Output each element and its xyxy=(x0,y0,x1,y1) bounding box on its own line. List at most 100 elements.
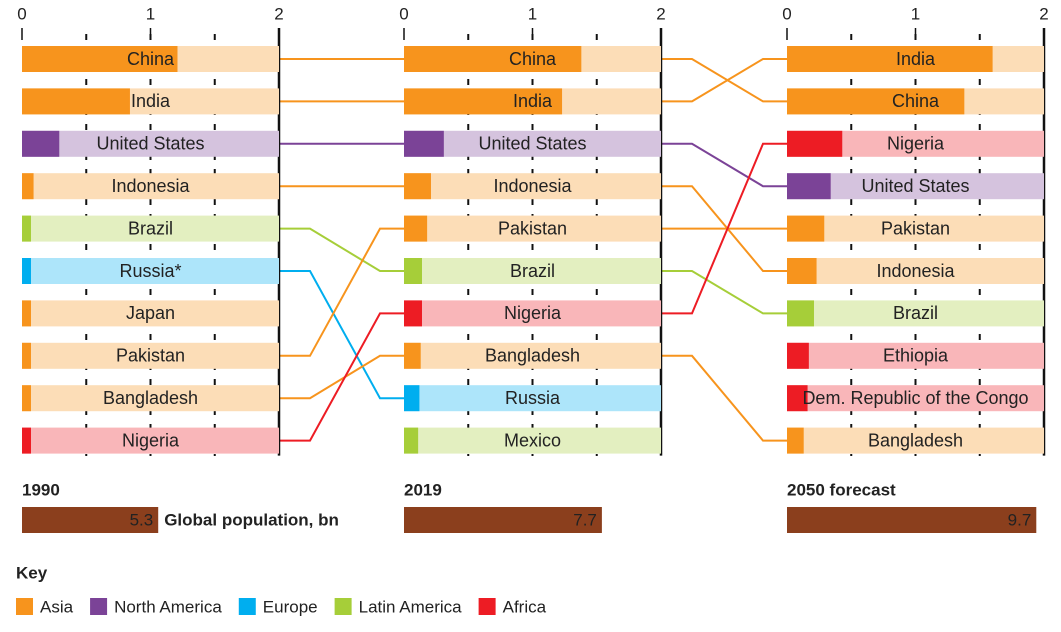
global-population-bar xyxy=(404,507,602,533)
bar-label: Japan xyxy=(126,303,175,323)
bar xyxy=(787,385,808,412)
bar-label: China xyxy=(892,91,940,111)
legend-swatch xyxy=(334,598,352,615)
bar-label: Nigeria xyxy=(887,134,945,154)
bar-label: Bangladesh xyxy=(103,388,198,408)
legend-label: Africa xyxy=(503,597,547,616)
bar xyxy=(22,173,34,200)
bar xyxy=(787,88,965,115)
x-tick-label: 2 xyxy=(274,4,283,23)
bar-track xyxy=(404,173,661,200)
panel-title: 2019 xyxy=(404,480,442,499)
bar-track xyxy=(404,258,661,284)
bar xyxy=(22,215,31,242)
bar-track xyxy=(404,215,661,242)
bar-label: Indonesia xyxy=(111,176,190,196)
x-tick-label: 0 xyxy=(782,4,791,23)
x-tick-label: 2 xyxy=(656,4,665,23)
bar-label: Pakistan xyxy=(116,346,185,366)
bar-label: Nigeria xyxy=(122,430,180,450)
bar xyxy=(787,173,831,200)
bar xyxy=(22,88,130,115)
bar-label: Bangladesh xyxy=(485,346,580,366)
key-title: Key xyxy=(16,563,48,582)
bar xyxy=(404,130,444,157)
bar-track xyxy=(22,173,279,200)
grid xyxy=(85,34,216,456)
rank-link xyxy=(661,142,787,315)
rank-link xyxy=(279,227,404,272)
bar xyxy=(787,46,993,72)
global-population-label: Global population, bn xyxy=(164,510,339,529)
rank-link xyxy=(661,58,787,103)
bar-track xyxy=(787,215,1044,242)
global-population-value: 5.3 xyxy=(130,510,154,529)
bar xyxy=(22,300,31,327)
bar-label: Brazil xyxy=(893,303,938,323)
bar xyxy=(404,173,431,200)
bar xyxy=(787,342,809,369)
bar-track xyxy=(404,130,661,157)
bar xyxy=(787,258,817,284)
bar-label: United States xyxy=(861,176,969,196)
bar xyxy=(22,342,31,369)
bar xyxy=(22,258,31,284)
bar-label: Bangladesh xyxy=(868,430,963,450)
legend-label: Latin America xyxy=(359,597,463,616)
bar-track xyxy=(787,385,1044,412)
legend-label: Asia xyxy=(40,597,74,616)
x-tick-label: 1 xyxy=(911,4,920,23)
bar-label: Pakistan xyxy=(881,218,950,238)
bar-label: Indonesia xyxy=(876,261,955,281)
bar-track xyxy=(22,342,279,369)
bar-label: India xyxy=(513,91,553,111)
bar-track xyxy=(787,300,1044,327)
bar-label: China xyxy=(127,49,175,69)
bar xyxy=(404,88,563,115)
bar-track xyxy=(22,385,279,412)
bar-label: Brazil xyxy=(510,261,555,281)
bar-track xyxy=(22,215,279,242)
bar-track xyxy=(787,342,1044,369)
bar xyxy=(22,427,31,454)
bar-track xyxy=(404,427,661,454)
bar xyxy=(787,130,843,157)
legend-swatch xyxy=(238,598,256,615)
bar-track xyxy=(22,130,279,157)
bar xyxy=(404,427,419,454)
bar xyxy=(22,130,60,157)
bar-track xyxy=(787,427,1044,454)
global-population-bar xyxy=(22,507,159,533)
x-tick-label: 2 xyxy=(1039,4,1048,23)
rank-link xyxy=(661,142,787,188)
bar-track xyxy=(404,300,661,327)
links xyxy=(279,58,787,442)
bar-label: Brazil xyxy=(128,218,173,238)
panel-title: 1990 xyxy=(22,480,60,499)
bar xyxy=(404,342,421,369)
bar xyxy=(404,46,582,72)
rank-link xyxy=(661,270,787,315)
global-population-value: 9.7 xyxy=(1008,510,1032,529)
x-tick-label: 1 xyxy=(146,4,155,23)
bar xyxy=(787,427,804,454)
rank-link xyxy=(661,354,787,442)
bar-label: Russia xyxy=(505,388,561,408)
bar xyxy=(404,300,422,327)
rank-link xyxy=(279,354,404,400)
legend-label: Europe xyxy=(263,597,318,616)
legend-swatch xyxy=(16,598,33,615)
bar-track xyxy=(404,385,661,412)
bar-label: Pakistan xyxy=(498,218,567,238)
bar-track xyxy=(22,258,279,284)
bar-label: Nigeria xyxy=(504,303,562,323)
bar xyxy=(22,385,31,412)
bar xyxy=(22,46,178,72)
global-population-value: 7.7 xyxy=(573,510,597,529)
panel-title: 2050 forecast xyxy=(787,480,896,499)
x-tick-label: 0 xyxy=(399,4,408,23)
bar-label: Ethiopia xyxy=(883,346,949,366)
bar-track xyxy=(22,300,279,327)
bar xyxy=(787,215,825,242)
